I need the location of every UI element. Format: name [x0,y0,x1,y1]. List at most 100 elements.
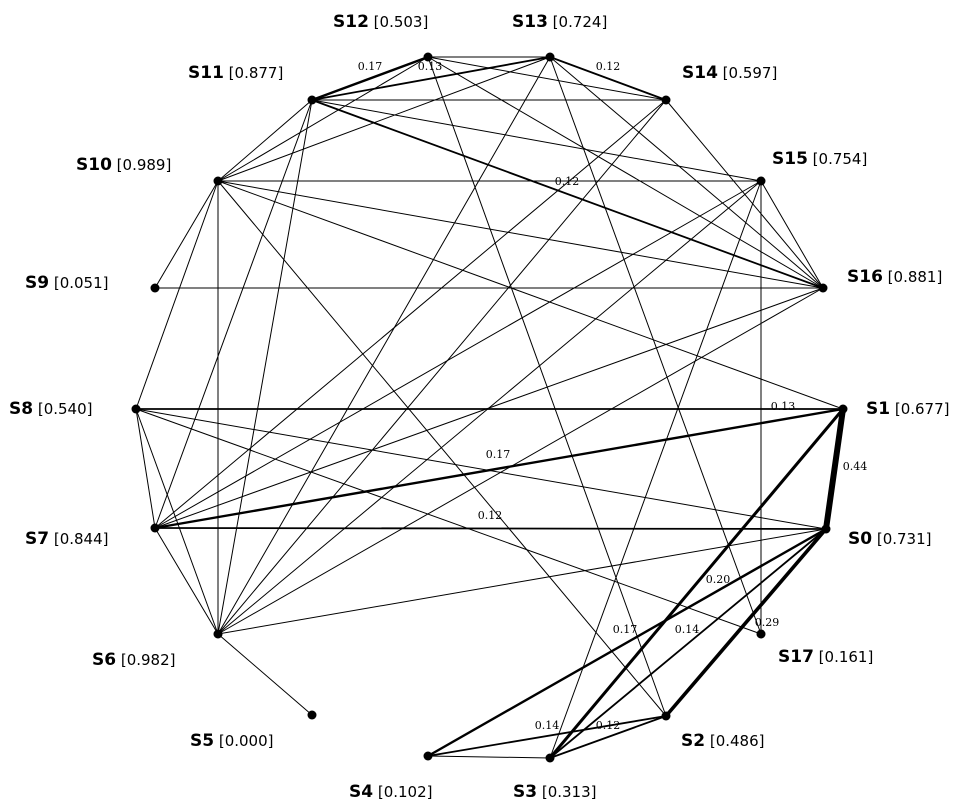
edge-weight-labels: 0.44 0.20 0.29 0.17 0.13 0.12 0.14 0.17 0.12 0.14… [358,60,868,732]
edge-weight-label: 0.14 [675,623,700,636]
node-value: [0.754] [808,150,867,168]
edge-s10-s1 [217,180,844,410]
node-id: S10 [76,155,112,175]
node-id: S17 [778,647,814,667]
edge-s8-s7 [135,408,156,529]
edge-s12-s10 [217,56,429,182]
edge-s0-s7 [154,527,827,530]
edge-s8-s17 [135,408,762,635]
node-value: [0.844] [49,530,108,548]
edge-s14-s16 [665,99,824,289]
node-s16 [818,283,828,293]
node-id: S15 [772,149,808,169]
node-value: [0.982] [116,651,175,669]
edge-s3-s4 [427,755,551,759]
node-label-s12: S12 [0.503] [333,12,428,32]
node-id: S12 [333,12,369,32]
edge-s0-s8 [135,408,827,530]
node-s5 [307,710,317,720]
edge-s11-s12 [310,55,430,102]
edge-s8-s6 [135,408,219,635]
edge-weight-label: 0.17 [358,60,383,73]
node-label-s9: S9 [0.051] [25,273,109,293]
edge-s13-s16 [549,56,824,289]
node-s0 [821,524,831,534]
node-id: S16 [847,267,883,287]
edge-s13-s10 [217,56,551,182]
edge-s1-s0 [823,406,846,532]
edge-weight-label: 0.12 [555,175,580,188]
edge-s11-s10 [217,99,313,182]
edge-s11-s7 [154,99,313,529]
node-value: [0.051] [49,274,108,292]
edge-s15-s16 [760,180,824,289]
node-label-s13: S13 [0.724] [512,12,607,32]
node-value: [0.503] [369,13,428,31]
node-id: S0 [848,529,872,549]
node-label-s3: S3 [0.313] [513,782,597,802]
node-value: [0.731] [872,530,931,548]
edge-weight-label: 0.12 [596,60,621,73]
edges-layer [135,55,846,760]
node-s10 [213,176,223,186]
node-value: [0.881] [883,268,942,286]
node-label-s4: S4 [0.102] [349,782,433,802]
edge-s1-s3 [548,407,845,760]
edge-s16-s6 [217,287,824,635]
node-label-s7: S7 [0.844] [25,529,109,549]
edge-weight-label: 0.17 [613,623,638,636]
node-s15 [756,176,766,186]
edge-s11-s16 [311,99,824,289]
node-s6 [213,629,223,639]
node-id: S3 [513,782,537,802]
node-label-s16: S16 [0.881] [847,267,942,287]
node-id: S2 [681,731,705,751]
edge-s0-s4 [426,527,828,758]
node-value: [0.724] [548,13,607,31]
node-id: S11 [188,63,224,83]
edge-s1-s7 [153,407,845,530]
node-s12 [423,52,433,62]
node-s8 [131,404,141,414]
node-s2 [661,711,671,721]
node-label-s0: S0 [0.731] [848,529,932,549]
node-value: [0.597] [718,64,777,82]
node-id: S14 [682,63,718,83]
edge-weight-label: 0.44 [843,460,868,473]
nodes-layer [131,52,848,763]
edge-s2-s3 [549,715,667,759]
node-label-s5: S5 [0.000] [190,731,274,751]
edge-s7-s6 [154,527,219,635]
node-value: [0.677] [890,400,949,418]
edge-s0-s3 [549,528,827,759]
edge-weight-label: 0.20 [706,573,731,586]
node-id: S13 [512,12,548,32]
edge-s11-s6 [217,99,313,635]
edge-s0-s6 [217,528,827,635]
edge-weight-label: 0.12 [478,509,503,522]
edge-weight-label: 0.13 [418,60,443,73]
edge-s13-s17 [549,56,762,635]
node-s4 [423,751,433,761]
edge-weight-label: 0.12 [596,719,621,732]
node-s11 [307,95,317,105]
edge-s14-s7 [154,99,667,529]
node-label-s2: S2 [0.486] [681,731,765,751]
node-id: S6 [92,650,116,670]
node-label-s15: S15 [0.754] [772,149,867,169]
edge-s10-s8 [135,180,219,410]
node-s1 [838,404,848,414]
node-value: [0.989] [112,156,171,174]
edge-s11-s15 [311,99,762,182]
edge-s13-s14 [549,56,667,101]
node-id: S4 [349,782,373,802]
edge-weight-label: 0.29 [755,616,780,629]
edge-s2-s12 [427,56,667,717]
node-label-s1: S1 [0.677] [866,399,950,419]
edge-s3-s15 [549,180,762,759]
node-s3 [545,753,555,763]
node-label-s17: S17 [0.161] [778,647,873,667]
edge-s11-s13 [311,56,551,101]
edge-s12-s14 [427,56,667,101]
